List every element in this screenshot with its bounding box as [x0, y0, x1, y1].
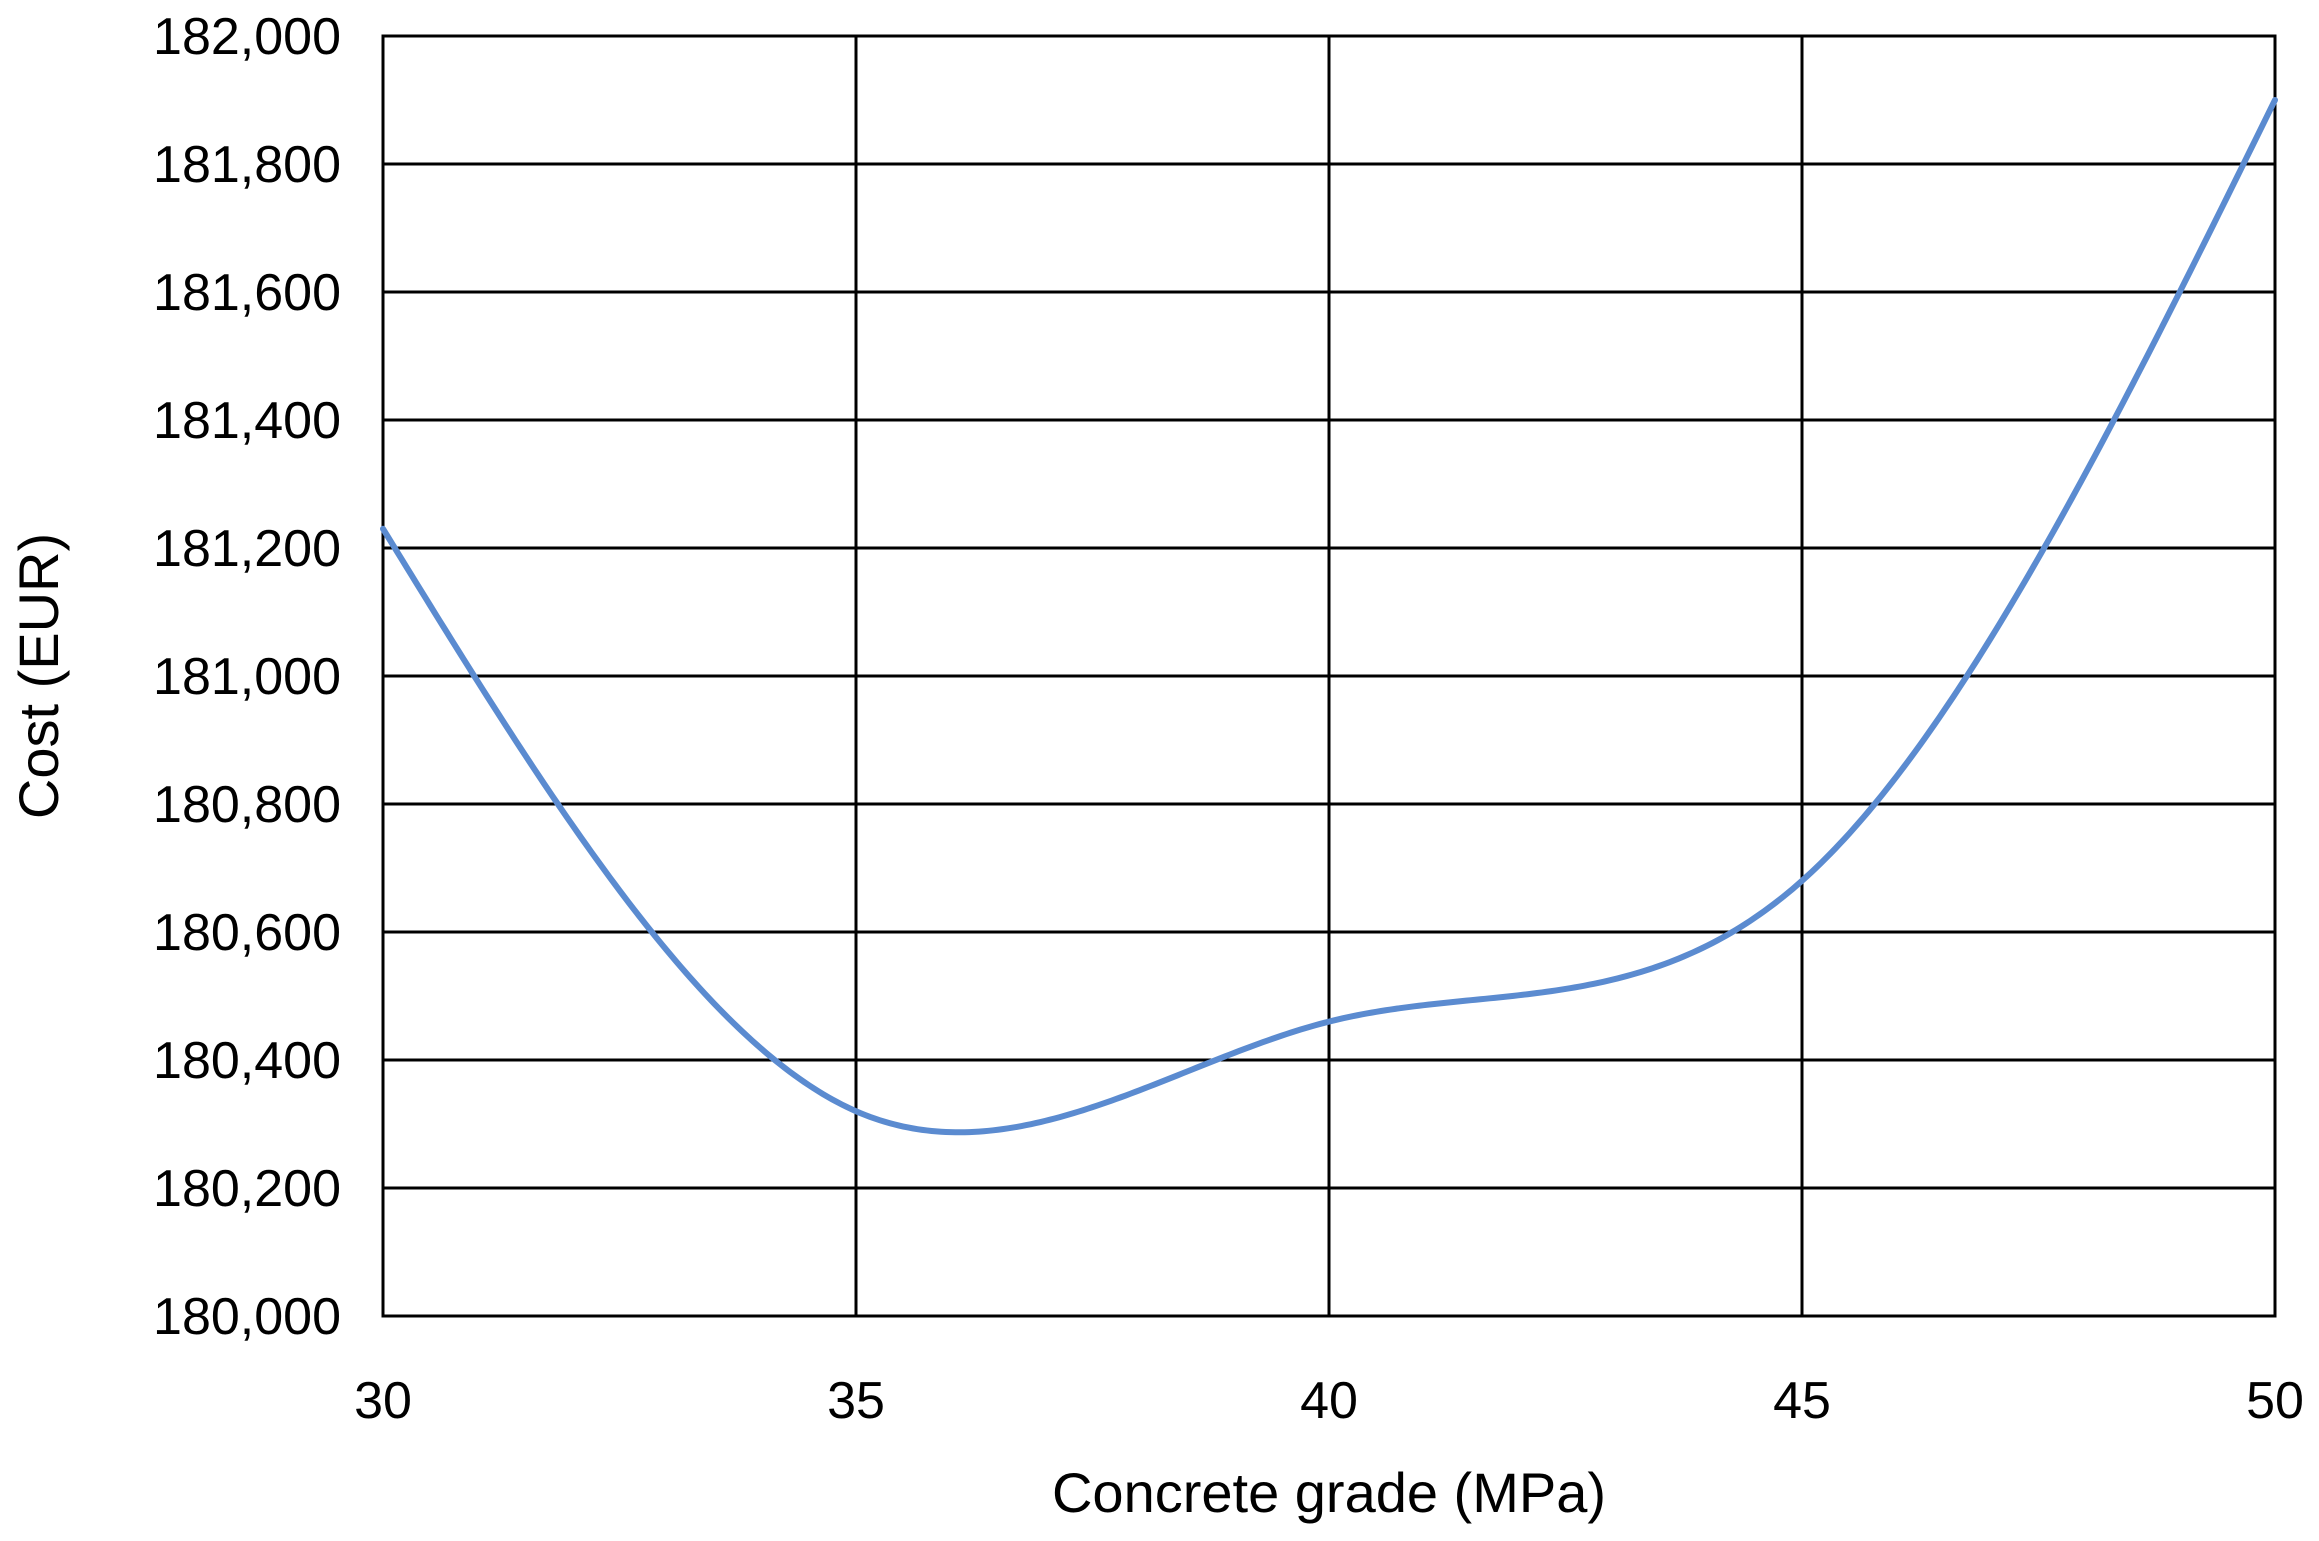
- y-tick-label: 180,200: [153, 1160, 341, 1218]
- x-tick-label: 35: [827, 1372, 885, 1430]
- gridlines: [381, 34, 2277, 1318]
- y-tick-label: 180,000: [153, 1288, 341, 1346]
- x-tick-label: 30: [354, 1372, 412, 1430]
- y-tick-label: 182,000: [153, 8, 341, 66]
- series-layer: [380, 97, 2278, 1136]
- y-tick-label: 181,800: [153, 136, 341, 194]
- x-axis-tick-labels: 30 35 40 45 50: [354, 1372, 2304, 1430]
- plot-area-frame: [381, 34, 2277, 1318]
- y-tick-label: 181,000: [153, 648, 341, 706]
- y-tick-label: 180,800: [153, 776, 341, 834]
- y-axis-tick-labels: 180,000 180,200 180,400 180,600 180,800 181,0…: [153, 8, 341, 1346]
- x-axis-title: Concrete grade (MPa): [1052, 1461, 1606, 1524]
- x-tick-label: 40: [1300, 1372, 1358, 1430]
- series-line: [380, 97, 2278, 1136]
- y-axis-title: Cost (EUR): [7, 533, 70, 819]
- y-tick-label: 180,400: [153, 1032, 341, 1090]
- y-tick-label: 180,600: [153, 904, 341, 962]
- x-tick-label: 50: [2246, 1372, 2304, 1430]
- y-tick-label: 181,600: [153, 264, 341, 322]
- x-tick-label: 45: [1773, 1372, 1831, 1430]
- y-tick-label: 181,400: [153, 392, 341, 450]
- y-tick-label: 181,200: [153, 520, 341, 578]
